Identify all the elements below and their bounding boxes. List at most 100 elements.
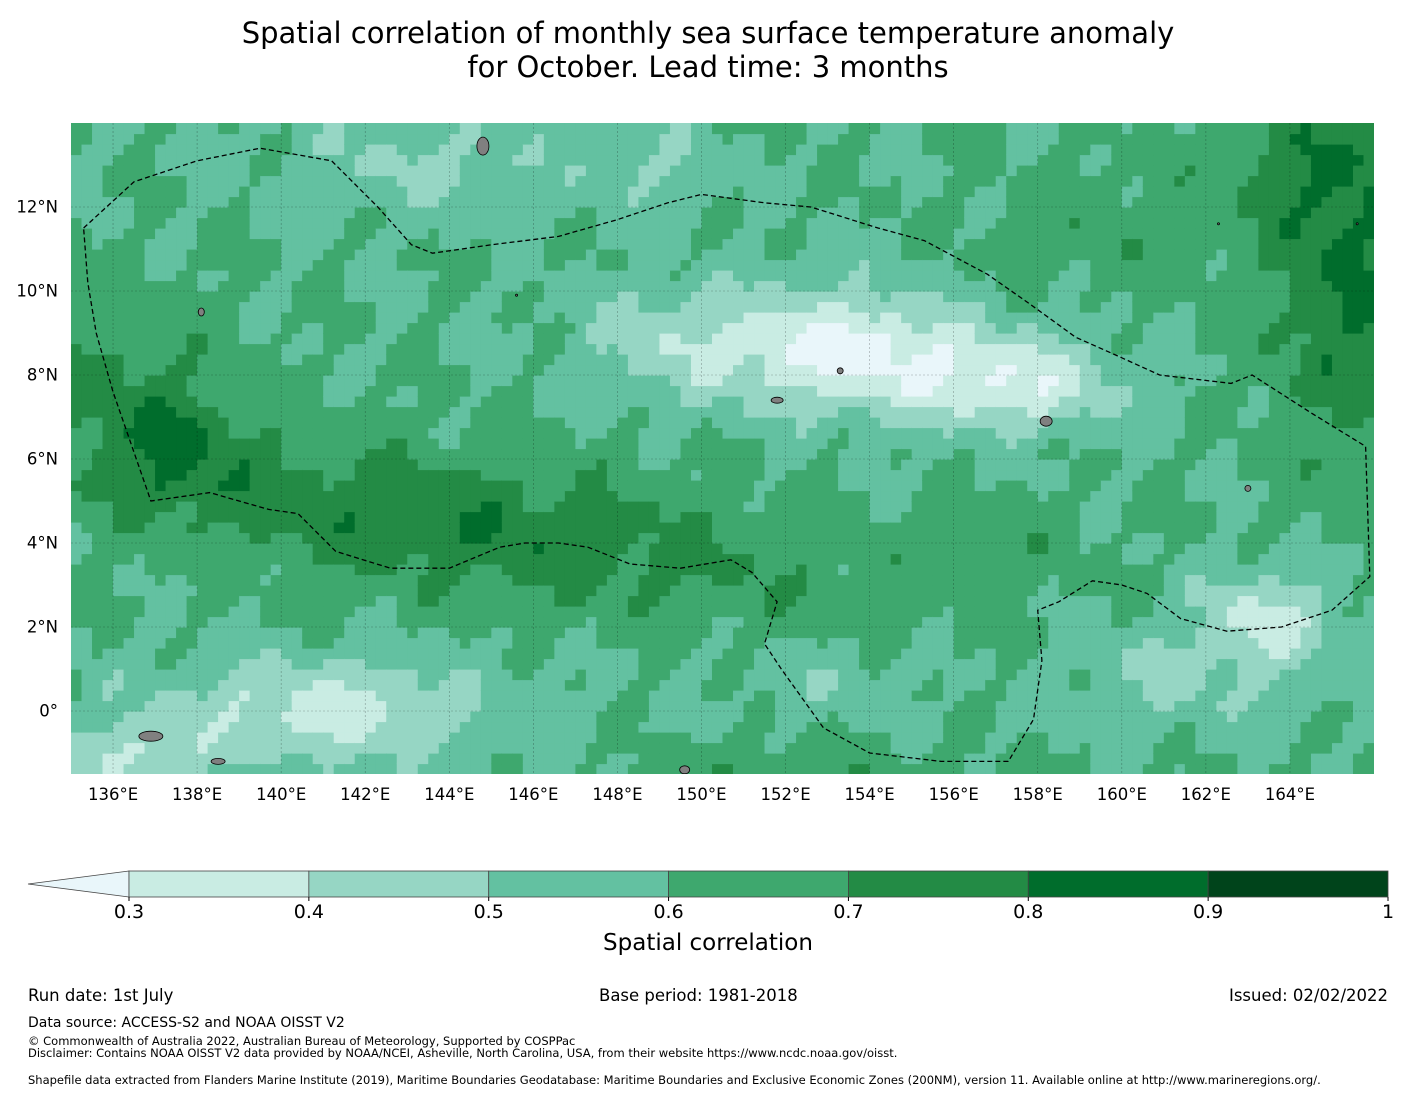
heatmap-cell [890,196,902,208]
heatmap-cell [785,301,797,313]
heatmap-cell [323,406,335,418]
heatmap-cell [281,291,293,303]
heatmap-cell [197,396,209,408]
heatmap-cell [764,711,776,723]
heatmap-cell [785,238,797,250]
heatmap-cell [627,417,640,429]
heatmap-cell [71,385,83,397]
heatmap-cell [81,196,93,208]
heatmap-cell [155,648,167,660]
heatmap-cell [743,616,755,628]
heatmap-cell [281,522,293,534]
heatmap-cell [533,564,545,576]
heatmap-cell [260,595,272,607]
heatmap-cell [113,396,125,408]
heatmap-cell [260,627,272,639]
heatmap-cell [659,312,671,324]
heatmap-cell [302,385,314,397]
heatmap-cell [775,280,787,292]
heatmap-cell [459,154,471,166]
heatmap-cell [428,690,440,702]
heatmap-cell [102,165,114,177]
heatmap-cell [480,532,492,544]
heatmap-cell [312,753,324,765]
heatmap-cell [554,480,566,492]
heatmap-cell [270,711,282,723]
heatmap-cell [386,123,398,135]
heatmap-cell [690,186,703,198]
heatmap-cell [302,564,314,576]
heatmap-cell [722,196,734,208]
heatmap-cell [113,144,125,156]
heatmap-cell [575,322,587,334]
heatmap-cell [365,679,377,691]
heatmap-cell [207,280,219,292]
heatmap-cell [344,228,356,240]
heatmap-cell [333,396,345,408]
heatmap-cell [302,249,314,261]
heatmap-cell [491,459,503,471]
heatmap-cell [291,385,303,397]
heatmap-cell [596,207,608,219]
heatmap-cell [113,154,125,166]
heatmap-cell [806,175,818,187]
heatmap-cell [617,175,629,187]
heatmap-cell [880,700,892,712]
heatmap-cell [722,721,734,733]
heatmap-cell [260,228,272,240]
heatmap-cell [575,427,587,439]
heatmap-cell [606,196,619,208]
heatmap-cell [144,249,156,261]
heatmap-cell [743,690,755,702]
heatmap-cell [533,532,545,544]
heatmap-cell [848,133,860,145]
heatmap-cell [407,511,419,523]
heatmap-cell [501,669,513,681]
heatmap-cell [859,406,871,418]
heatmap-cell [344,259,356,271]
heatmap-cell [606,627,619,639]
heatmap-cell [806,501,818,513]
heatmap-cell [470,637,482,649]
heatmap-cell [869,207,881,219]
heatmap-cell [459,165,471,177]
heatmap-cell [344,438,356,450]
heatmap-cell [859,354,871,366]
heatmap-cell [417,669,429,681]
heatmap-cell [428,217,440,229]
heatmap-cell [438,301,450,313]
heatmap-cell [564,763,576,774]
heatmap-cell [890,627,902,639]
heatmap-cell [281,249,293,261]
heatmap-cell [869,574,881,586]
heatmap-cell [281,343,293,355]
heatmap-cell [775,763,787,774]
heatmap-cell [522,238,534,250]
heatmap-cell [92,333,104,345]
heatmap-cell [176,595,188,607]
heatmap-cell [354,606,366,618]
heatmap-cell [144,123,156,135]
heatmap-cell [501,333,513,345]
heatmap-cell [638,175,650,187]
heatmap-cell [491,669,503,681]
heatmap-cell [690,469,703,481]
heatmap-cell [533,165,545,177]
heatmap-cell [680,595,692,607]
heatmap-cell [827,228,839,240]
heatmap-cell [501,322,513,334]
heatmap-cell [796,196,808,208]
heatmap-cell [859,627,871,639]
heatmap-cell [197,511,209,523]
heatmap-cell [848,396,860,408]
heatmap-cell [417,532,429,544]
heatmap-cell [543,301,555,313]
heatmap-cell [123,543,135,555]
heatmap-cell [838,438,850,450]
heatmap-cell [711,322,724,334]
heatmap-cell [648,301,661,313]
heatmap-cell [470,354,482,366]
heatmap-cell [144,711,156,723]
heatmap-cell [901,637,913,649]
heatmap-cell [207,732,219,744]
